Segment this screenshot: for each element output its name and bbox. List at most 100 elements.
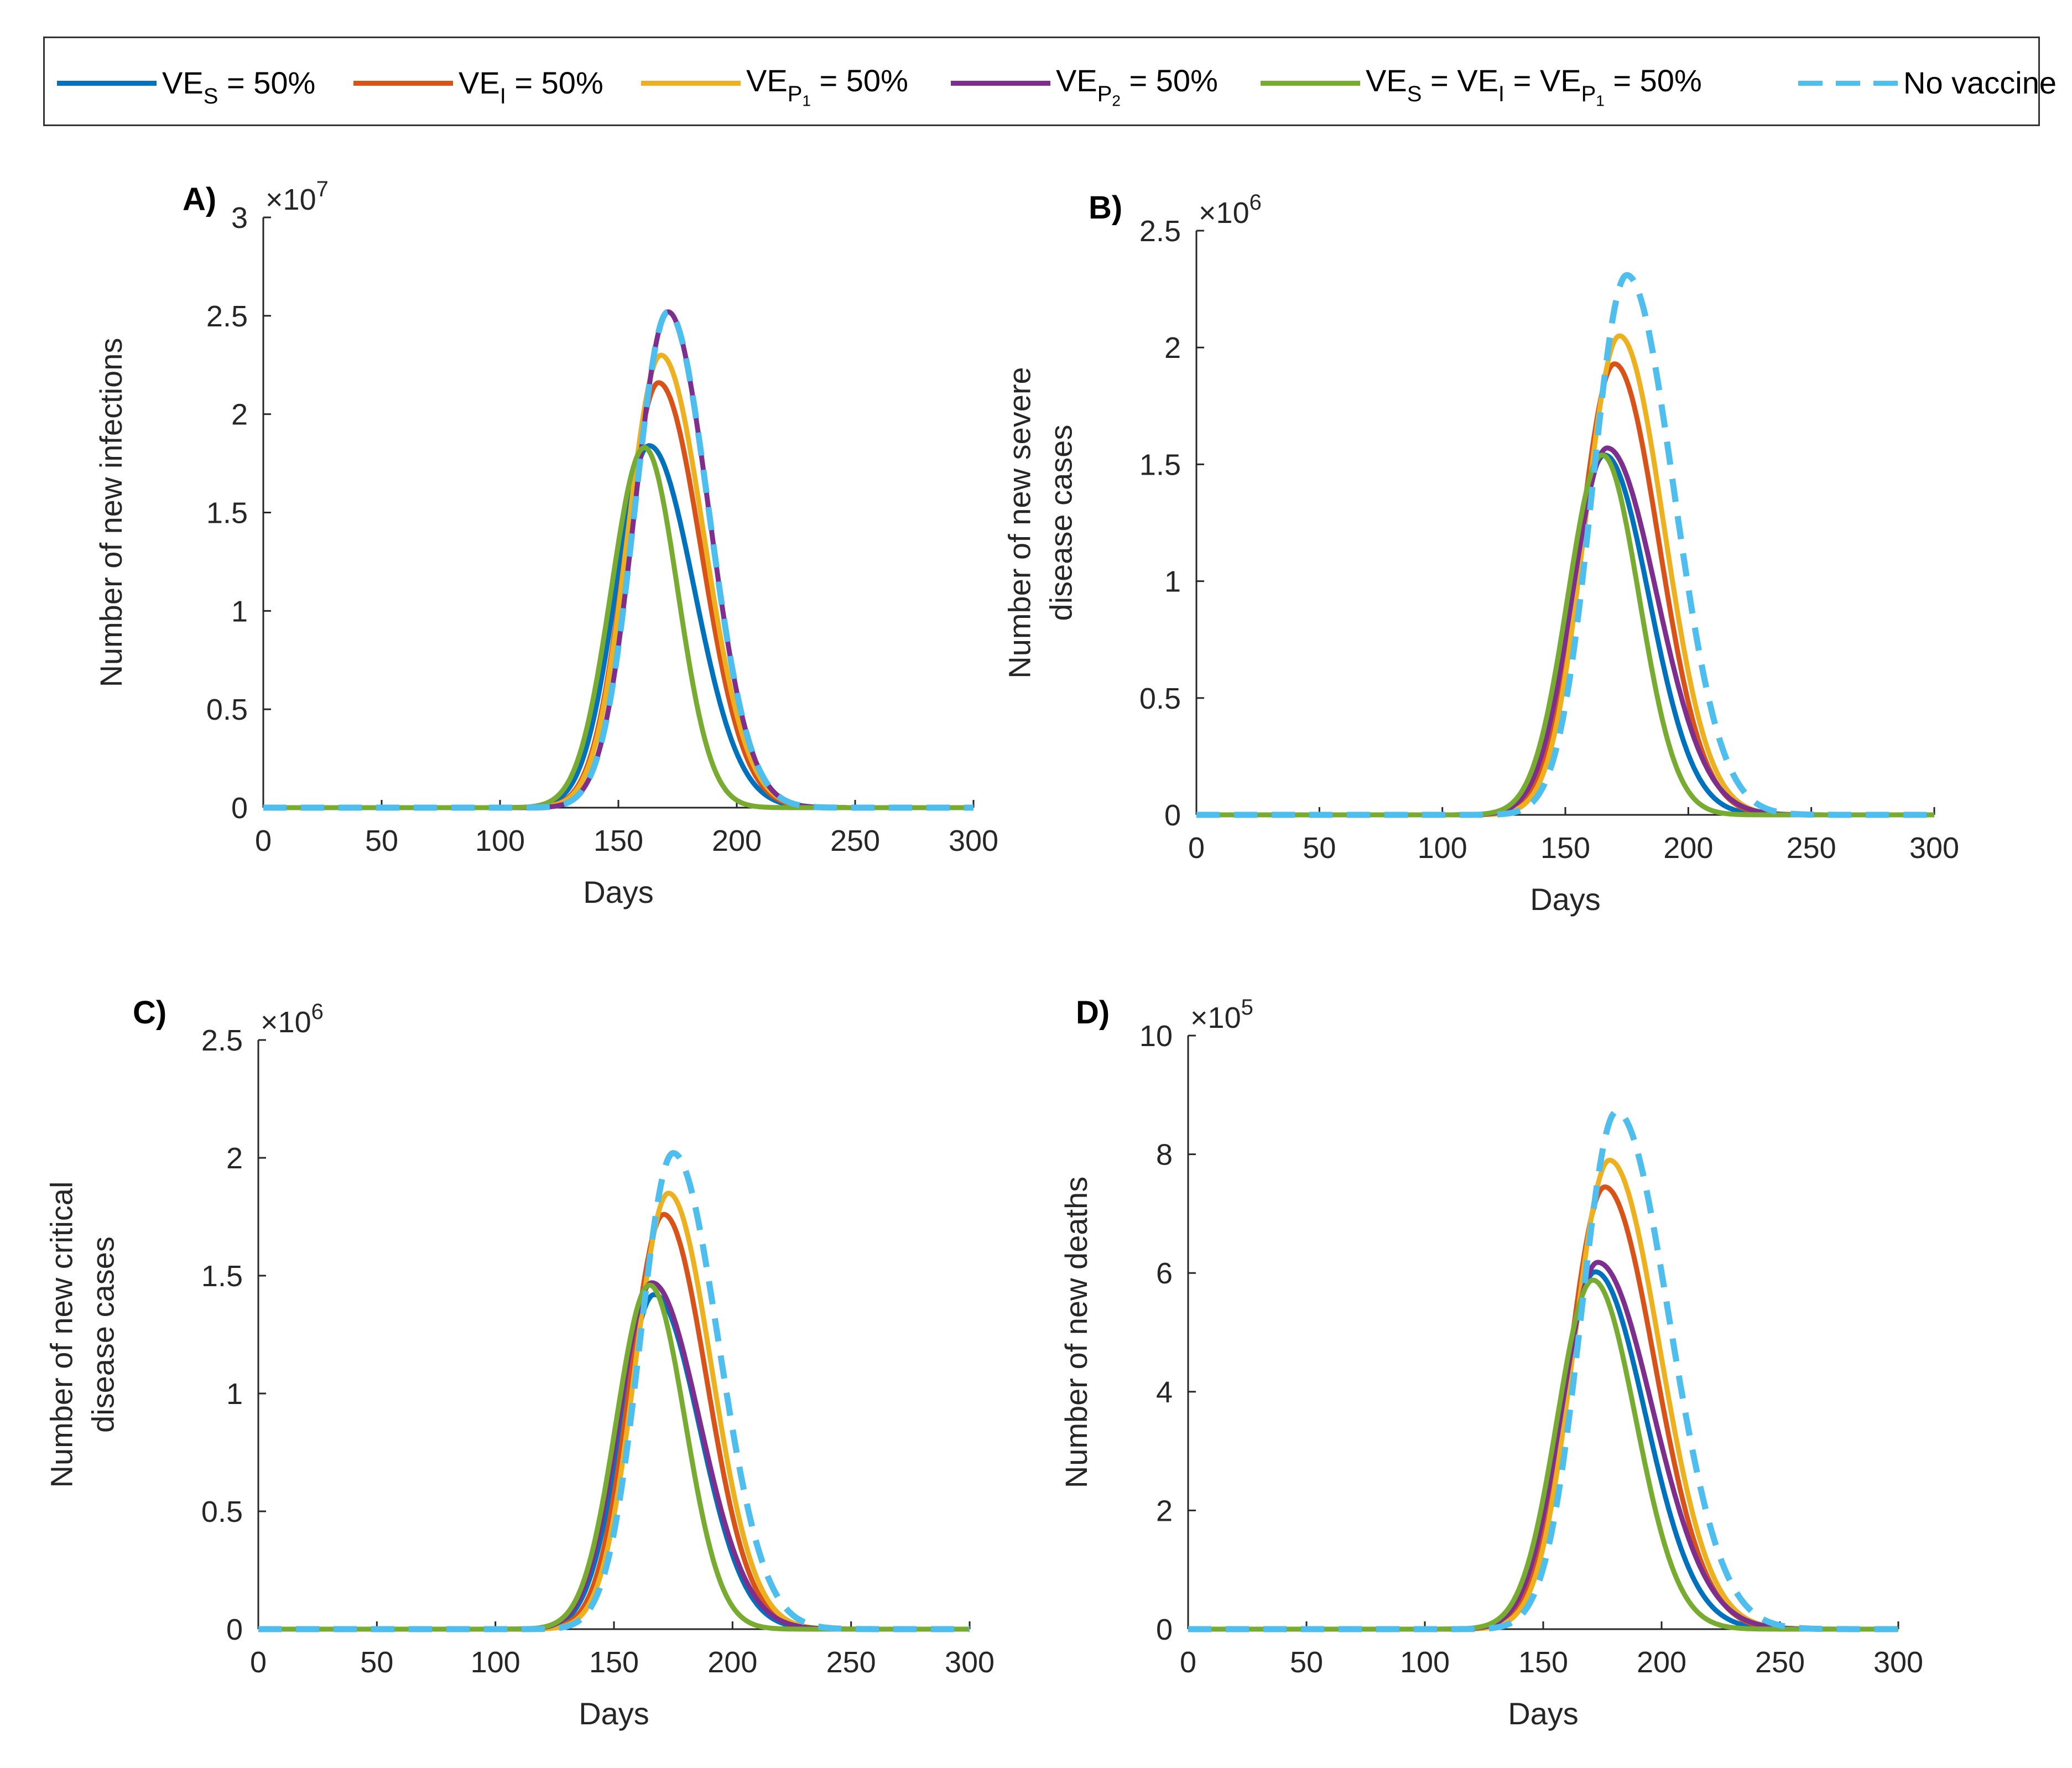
x-tick-label: 200 xyxy=(707,1646,757,1679)
series-line-4 xyxy=(1195,445,1936,818)
x-axis-label: Days xyxy=(583,875,654,909)
y-tick-label: 0 xyxy=(226,1613,243,1646)
series-line-6 xyxy=(1186,1108,1901,1632)
axis-exponent-power: 6 xyxy=(311,1000,324,1024)
x-tick-label: 150 xyxy=(1518,1646,1568,1679)
y-tick-label: 1 xyxy=(231,595,248,628)
legend-label: VE xyxy=(1056,63,1097,98)
series-line-6 xyxy=(256,1150,972,1632)
x-tick-label: 100 xyxy=(1418,831,1467,865)
x-tick-label: 250 xyxy=(830,824,880,857)
y-tick-label: 2.5 xyxy=(1139,215,1181,248)
x-tick-label: 0 xyxy=(250,1646,267,1679)
x-tick-label: 200 xyxy=(1637,1646,1686,1679)
y-tick-label: 0 xyxy=(231,792,248,825)
chart-panel-a: 0 50 100 150 200 250 300 0 0.5 1 1.5 2 2.5 3 ×107 A) Day… xyxy=(93,177,998,909)
y-tick-label: 0 xyxy=(1164,799,1181,832)
y-tick-label: 2 xyxy=(1156,1494,1173,1527)
y-tick-label: 1.5 xyxy=(1139,448,1181,481)
legend-swatch-ve-i xyxy=(353,80,453,86)
panel-label: A) xyxy=(183,181,216,217)
x-tick-label: 50 xyxy=(365,824,398,857)
axis-exponent-base: ×10 xyxy=(1199,196,1250,230)
series-line-4 xyxy=(257,1280,971,1632)
axis-exponent: ×105 xyxy=(1190,995,1253,1034)
axis-exponent-base: ×10 xyxy=(261,1006,311,1039)
y-tick-label: 3 xyxy=(231,201,248,235)
series-line-2 xyxy=(1195,361,1936,818)
x-tick-label: 250 xyxy=(1755,1646,1805,1679)
x-tick-label: 50 xyxy=(1303,831,1336,865)
y-axis-label: Number of new infections xyxy=(93,338,128,688)
x-tick-label: 300 xyxy=(945,1646,995,1679)
y-tick-label: 0.5 xyxy=(206,693,248,726)
x-tick-label: 300 xyxy=(949,824,998,857)
axis-exponent-base: ×10 xyxy=(265,183,316,216)
axis-exponent-power: 7 xyxy=(316,177,329,201)
y-tick-label: 1 xyxy=(226,1377,243,1411)
legend-label: VE xyxy=(1366,63,1407,98)
x-tick-label: 250 xyxy=(826,1646,876,1679)
axis-exponent: ×106 xyxy=(261,1000,324,1039)
legend-label: VE xyxy=(746,63,788,98)
legend: VES = 50% VEI = 50% VEP1 = 50% VEP2 = 50… xyxy=(43,37,2057,128)
x-tick-label: 0 xyxy=(1188,831,1205,865)
y-tick-label: 1.5 xyxy=(206,497,248,530)
y-tick-label: 2.5 xyxy=(201,1024,243,1057)
axis-exponent-power: 5 xyxy=(1241,995,1253,1020)
legend-entry-combined: VES = VEI = VEP1 = 50% xyxy=(1261,38,1702,128)
y-axis-label: Number of new deaths xyxy=(1059,1177,1094,1488)
axis-exponent: ×107 xyxy=(265,177,329,216)
x-tick-label: 100 xyxy=(475,824,525,857)
panel-label: D) xyxy=(1076,995,1110,1031)
legend-entry-ve-p2: VEP2 = 50% xyxy=(951,38,1218,128)
x-tick-label: 150 xyxy=(594,824,643,857)
series-line-3 xyxy=(257,1190,971,1632)
x-tick-label: 0 xyxy=(1180,1646,1196,1679)
x-tick-label: 50 xyxy=(360,1646,393,1679)
x-tick-label: 50 xyxy=(1290,1646,1323,1679)
axis-exponent-base: ×10 xyxy=(1190,1001,1241,1034)
y-tick-label: 1.5 xyxy=(201,1260,243,1293)
y-axis-label: Number of new severe xyxy=(1002,367,1037,678)
legend-label: No vaccine xyxy=(1903,65,2057,100)
y-tick-label: 10 xyxy=(1139,1020,1173,1053)
y-tick-label: 0.5 xyxy=(201,1495,243,1528)
legend-swatch-ve-s xyxy=(57,80,157,86)
legend-swatch-ve-p1 xyxy=(641,80,741,86)
y-axis-label: Number of new critical xyxy=(44,1182,79,1488)
series-line-6 xyxy=(261,309,976,811)
x-tick-label: 300 xyxy=(1909,831,1959,865)
legend-swatch-combined xyxy=(1261,80,1360,86)
y-tick-label: 0 xyxy=(1156,1613,1173,1646)
y-tick-label: 0.5 xyxy=(1139,682,1181,715)
legend-entry-no-vaccine: No vaccine xyxy=(1798,38,2057,128)
legend-label: VE xyxy=(162,65,204,100)
x-tick-label: 200 xyxy=(1663,831,1713,865)
y-tick-label: 2.5 xyxy=(206,300,248,333)
x-axis-label: Days xyxy=(579,1696,649,1731)
y-tick-label: 4 xyxy=(1156,1376,1173,1409)
legend-entry-ve-s: VES = 50% xyxy=(57,38,315,128)
panel-label: C) xyxy=(133,995,166,1031)
y-tick-label: 2 xyxy=(226,1142,243,1175)
x-tick-label: 200 xyxy=(712,824,762,857)
chart-panel-c: 0 50 100 150 200 250 300 0 0.5 1 1.5 2 2.5 ×106 C) Days… xyxy=(44,995,995,1731)
x-axis-label: Days xyxy=(1508,1696,1579,1731)
y-axis-label: disease cases xyxy=(86,1236,121,1433)
x-axis-label: Days xyxy=(1530,882,1601,917)
y-tick-label: 2 xyxy=(231,398,248,431)
legend-swatch-no-vaccine xyxy=(1798,80,1898,86)
legend-entry-ve-i: VEI = 50% xyxy=(353,38,603,128)
axis-exponent-power: 6 xyxy=(1250,190,1262,215)
x-tick-label: 100 xyxy=(471,1646,520,1679)
y-tick-label: 8 xyxy=(1156,1138,1173,1172)
x-tick-label: 250 xyxy=(1787,831,1836,865)
x-tick-label: 150 xyxy=(1540,831,1590,865)
x-tick-label: 150 xyxy=(589,1646,639,1679)
series-line-6 xyxy=(1194,272,1936,818)
legend-swatch-ve-p2 xyxy=(951,80,1050,86)
legend-label: VE xyxy=(459,65,500,100)
y-tick-label: 1 xyxy=(1164,565,1181,599)
